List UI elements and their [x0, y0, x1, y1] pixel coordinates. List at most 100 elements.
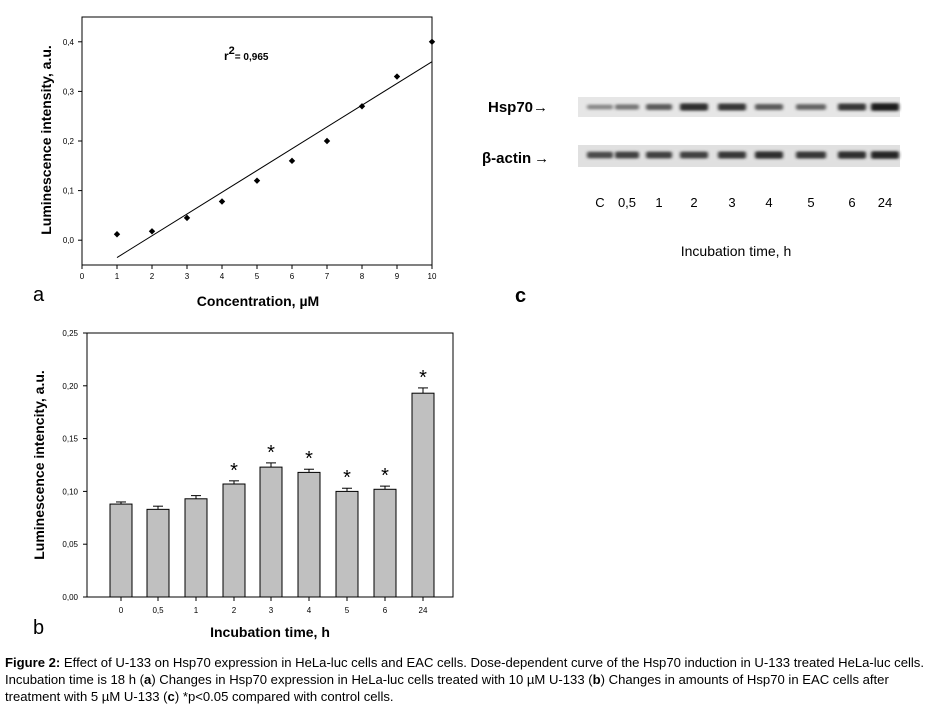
blot-row-label-beta-actin-text: β-actin	[482, 150, 531, 167]
blot-lane-label: 0,5	[618, 195, 636, 210]
right-arrow-icon: →	[533, 99, 548, 116]
blot-band-hsp70	[680, 103, 708, 111]
blot-lane-label: 1	[655, 195, 662, 210]
panel-a-y-axis-label: Luminescence intensity, a.u.	[38, 45, 54, 235]
panel-a-y-tick-label: 0,0	[63, 236, 75, 245]
panel-a-data-point	[183, 214, 191, 222]
blot-band-beta-actin	[871, 151, 899, 159]
panel-b-marks: * * * * * *	[109, 367, 435, 598]
panel-b-significance-asterisk: *	[419, 367, 427, 389]
panel-a-ticks: 0 1 2 3 4 5 6 7 8 9 10 0,0 0,1 0,2 0,3 0,4	[63, 38, 437, 281]
panel-a-data-point	[323, 137, 331, 145]
blot-lane-label: 4	[765, 195, 772, 210]
right-arrow-icon: →	[534, 150, 549, 167]
blot-band-hsp70	[871, 103, 899, 111]
blot-band-beta-actin	[680, 151, 708, 159]
panel-b-x-tick-label: 0,5	[152, 606, 164, 615]
panel-a-x-tick-label: 10	[428, 272, 437, 281]
panel-b-x-tick-label: 2	[232, 606, 237, 615]
blot-band-beta-actin	[587, 151, 613, 159]
panel-a-y-tick-label: 0,1	[63, 187, 75, 196]
panel-b-x-tick-label: 6	[383, 606, 388, 615]
panel-a-r2-prefix: r	[224, 49, 229, 63]
panel-a-y-tick-label: 0,3	[63, 87, 75, 96]
panel-a-letter: a	[33, 284, 45, 306]
panel-a-x-axis-label: Concentration, µM	[197, 293, 319, 309]
panel-a-x-tick-label: 6	[290, 272, 295, 281]
caption-label: Figure 2:	[5, 655, 61, 670]
panel-a-x-tick-label: 7	[325, 272, 330, 281]
panel-b-letter: b	[33, 617, 45, 639]
panel-b-y-tick-label: 0,10	[62, 487, 78, 496]
panel-a-y-tick-label: 0,4	[63, 38, 75, 47]
blot-band-hsp70	[796, 104, 826, 110]
caption-ref-b: b	[592, 672, 601, 687]
panel-a-r2-value: = 0,965	[235, 52, 269, 63]
caption-ref-a: a	[144, 672, 152, 687]
panel-b-y-tick-label: 0,05	[62, 540, 78, 549]
panel-a-x-tick-label: 9	[395, 272, 400, 281]
blot-band-beta-actin	[796, 151, 826, 159]
panel-b-significance-asterisk: *	[381, 465, 389, 487]
panel-a-x-tick-label: 0	[80, 272, 85, 281]
panel-a-data-point	[113, 231, 121, 238]
blot-row-label-hsp70-text: Hsp70	[488, 99, 533, 116]
blot-lane-labels: C 0,5 1 2 3 4 5 6 24	[595, 195, 892, 210]
blot-band-beta-actin	[646, 151, 672, 159]
blot-bands	[587, 103, 899, 159]
panel-a-data-point	[428, 38, 436, 45]
blot-lane-label: C	[595, 195, 604, 210]
blot-band-hsp70	[615, 104, 639, 110]
blot-x-axis-label: Incubation time, h	[681, 243, 792, 259]
panel-b-y-tick-label: 0,15	[62, 435, 78, 444]
blot-band-hsp70	[718, 103, 746, 111]
panel-a-y-tick-label: 0,2	[63, 137, 75, 146]
blot-lane-label: 24	[878, 195, 892, 210]
panel-b-x-tick-label: 3	[269, 606, 274, 615]
panel-a-x-tick-label: 8	[360, 272, 365, 281]
panel-b-y-tick-label: 0,20	[62, 382, 78, 391]
panel-b-y-tick-label: 0,00	[62, 593, 78, 602]
panel-a-r2-annotation: r2= 0,965	[224, 45, 269, 63]
panel-b-y-axis-label: Luminescence intencity, a.u.	[31, 370, 47, 560]
panel-a-data-point	[393, 73, 401, 80]
panel-a-data-point	[218, 198, 226, 205]
panel-b-ticks: 0,00 0,05 0,10 0,15 0,20 0,25 0 0,5 1 2 3 4 5 6 24	[62, 329, 428, 615]
panel-a-x-tick-label: 4	[220, 272, 225, 281]
panel-a-data-point	[358, 103, 366, 110]
panel-a-x-tick-label: 1	[115, 272, 120, 281]
blot-band-hsp70	[838, 103, 866, 111]
blot-band-hsp70	[587, 104, 613, 110]
panel-b-significance-asterisk: *	[343, 467, 351, 489]
panel-b-x-tick-label: 0	[119, 606, 124, 615]
panel-b-y-tick-label: 0,25	[62, 329, 78, 338]
blot-lane-label: 6	[848, 195, 855, 210]
blot-row-label-beta-actin: β-actin →	[482, 150, 549, 167]
panel-a-regression-line	[116, 61, 433, 258]
caption-text-3: ) Changes in amounts of Hsp70 in EAC cel…	[5, 672, 889, 704]
blot-lane-label: 2	[690, 195, 697, 210]
panel-b-x-tick-label: 24	[419, 606, 428, 615]
figure-caption: Figure 2: Effect of U-133 on Hsp70 expre…	[5, 654, 930, 705]
panel-c-letter: c	[515, 285, 527, 307]
caption-text-2: ) Changes in Hsp70 expression in HeLa-lu…	[151, 672, 593, 687]
panel-b-x-tick-label: 1	[194, 606, 199, 615]
panel-a-r2-superscript: 2	[229, 45, 235, 57]
panel-b-x-tick-label: 5	[345, 606, 350, 615]
caption-text-1: Effect of U-133 on Hsp70 expression in H…	[5, 655, 924, 687]
panel-b-significance-asterisk: *	[230, 460, 238, 482]
caption-text-4: ) *p<0.05 compared with control cells.	[174, 689, 394, 704]
blot-band-hsp70	[755, 104, 783, 110]
blot-band-beta-actin	[755, 151, 783, 159]
blot-band-hsp70	[646, 104, 672, 110]
blot-band-beta-actin	[615, 151, 639, 159]
panel-b-x-tick-label: 4	[307, 606, 312, 615]
caption-ref-c: c	[167, 689, 175, 704]
panel-a-data-point	[288, 157, 296, 165]
panel-a-x-tick-label: 3	[185, 272, 190, 281]
blot-band-beta-actin	[718, 151, 746, 159]
panel-b-x-axis-label: Incubation time, h	[210, 624, 330, 640]
